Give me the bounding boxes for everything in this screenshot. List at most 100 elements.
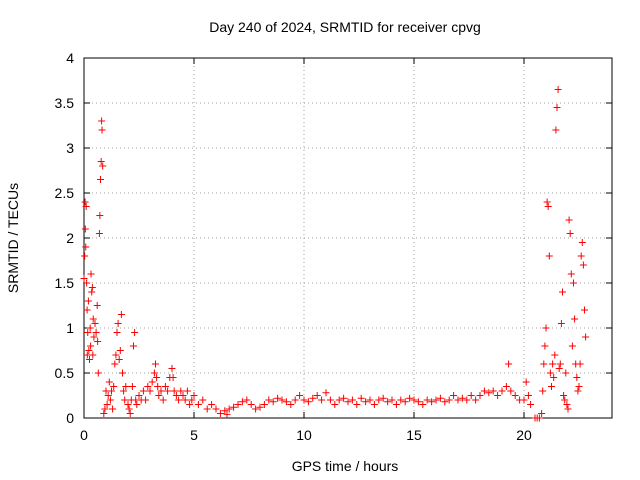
data-point — [419, 401, 427, 408]
data-point — [553, 104, 561, 111]
data-point — [131, 329, 139, 336]
data-point — [110, 383, 118, 390]
data-point — [225, 405, 233, 413]
data-point — [90, 333, 98, 341]
data-point — [397, 396, 405, 404]
data-point — [92, 329, 100, 336]
data-point — [366, 396, 374, 404]
data-point — [581, 306, 588, 314]
data-point — [243, 396, 251, 404]
data-point — [555, 365, 563, 372]
data-point — [82, 243, 90, 251]
data-point — [375, 396, 383, 404]
data-point — [119, 369, 126, 377]
data-point — [401, 398, 409, 406]
data-point — [117, 311, 125, 318]
data-point — [582, 333, 590, 341]
data-point — [83, 306, 91, 314]
data-point — [539, 387, 547, 395]
data-point — [212, 405, 220, 413]
y-tick-label: 2.5 — [55, 185, 75, 201]
data-point — [545, 252, 553, 260]
data-point — [87, 270, 95, 278]
y-tick-label: 3.5 — [55, 95, 75, 111]
data-point — [81, 252, 89, 260]
data-point — [362, 398, 370, 406]
data-point — [494, 392, 502, 399]
data-point — [571, 315, 579, 323]
data-point — [82, 203, 90, 210]
data-point — [124, 401, 132, 408]
data-point — [467, 392, 475, 399]
data-point — [126, 410, 134, 417]
data-point — [122, 383, 130, 390]
data-point — [573, 374, 581, 381]
grid-lines — [84, 58, 612, 418]
data-point — [208, 401, 216, 408]
data-point — [230, 403, 238, 411]
data-point — [89, 351, 97, 359]
data-point — [520, 396, 528, 404]
data-point — [133, 401, 141, 408]
data-point — [128, 383, 136, 390]
data-point — [87, 342, 95, 350]
data-point — [274, 394, 282, 402]
data-point — [476, 392, 484, 399]
data-point — [86, 324, 94, 332]
data-point — [423, 396, 431, 404]
data-point — [109, 405, 117, 413]
data-point — [169, 374, 177, 381]
data-point — [344, 398, 352, 406]
data-point — [384, 398, 392, 406]
data-point — [175, 396, 183, 404]
data-point — [113, 329, 121, 336]
data-point — [265, 396, 273, 404]
data-point — [81, 225, 89, 233]
data-point — [538, 410, 546, 417]
data-point — [103, 401, 111, 408]
data-point — [164, 387, 172, 395]
data-point — [549, 360, 557, 368]
data-point — [83, 279, 91, 287]
data-point — [300, 396, 308, 404]
data-point — [511, 392, 519, 399]
x-tick-label: 0 — [80, 427, 88, 443]
data-point — [157, 387, 165, 395]
data-point — [120, 387, 128, 395]
data-point — [340, 394, 348, 402]
data-point — [485, 389, 493, 397]
data-point — [199, 396, 207, 404]
data-point — [450, 392, 458, 399]
data-point — [480, 387, 488, 395]
data-point — [170, 387, 178, 395]
data-point — [414, 398, 422, 406]
data-point — [544, 203, 552, 210]
data-point — [541, 342, 549, 350]
data-point — [155, 392, 163, 399]
data-point — [108, 387, 115, 395]
data-point — [159, 396, 167, 404]
data-point — [445, 396, 453, 404]
data-point — [562, 369, 570, 377]
data-point — [177, 387, 185, 395]
data-point — [269, 398, 277, 406]
data-point — [575, 383, 583, 390]
data-point — [146, 387, 154, 395]
data-point — [296, 392, 304, 399]
data-point — [574, 387, 582, 395]
data-point — [85, 347, 93, 354]
data-point — [221, 407, 229, 415]
data-point — [560, 392, 568, 399]
data-point — [546, 369, 554, 377]
data-point — [564, 405, 572, 413]
data-point — [168, 365, 176, 372]
data-point — [278, 396, 286, 404]
data-point — [84, 297, 92, 305]
data-point — [505, 360, 513, 368]
data-point — [216, 410, 224, 417]
data-point — [125, 405, 133, 413]
data-point — [282, 398, 290, 406]
data-point — [318, 396, 326, 404]
y-axis-label: SRMTID / TECUs — [5, 183, 21, 293]
